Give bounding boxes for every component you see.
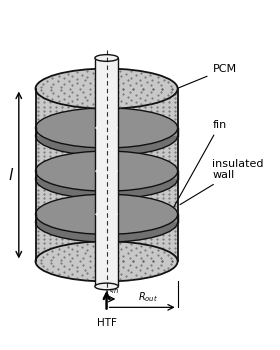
Polygon shape [36,171,178,179]
Text: $l$: $l$ [8,167,14,183]
Text: fin: fin [172,120,227,210]
Ellipse shape [36,194,178,235]
Ellipse shape [36,241,178,281]
Text: $R_{in}$: $R_{in}$ [105,282,120,296]
Ellipse shape [36,151,178,191]
Ellipse shape [95,55,118,61]
Text: insulated
wall: insulated wall [180,159,264,205]
Polygon shape [36,89,178,261]
Ellipse shape [95,168,118,174]
Ellipse shape [36,116,178,156]
Polygon shape [36,128,178,136]
Ellipse shape [36,202,178,242]
Ellipse shape [95,125,118,131]
Ellipse shape [95,211,118,217]
Polygon shape [95,58,118,286]
Text: $R_{out}$: $R_{out}$ [138,290,158,304]
Ellipse shape [95,283,118,290]
Ellipse shape [95,211,118,217]
Ellipse shape [36,69,178,109]
Text: HTF: HTF [97,318,116,329]
Ellipse shape [95,125,118,131]
Ellipse shape [36,159,178,199]
Ellipse shape [36,108,178,148]
Text: PCM: PCM [159,64,237,96]
Ellipse shape [95,168,118,174]
Polygon shape [36,214,178,222]
